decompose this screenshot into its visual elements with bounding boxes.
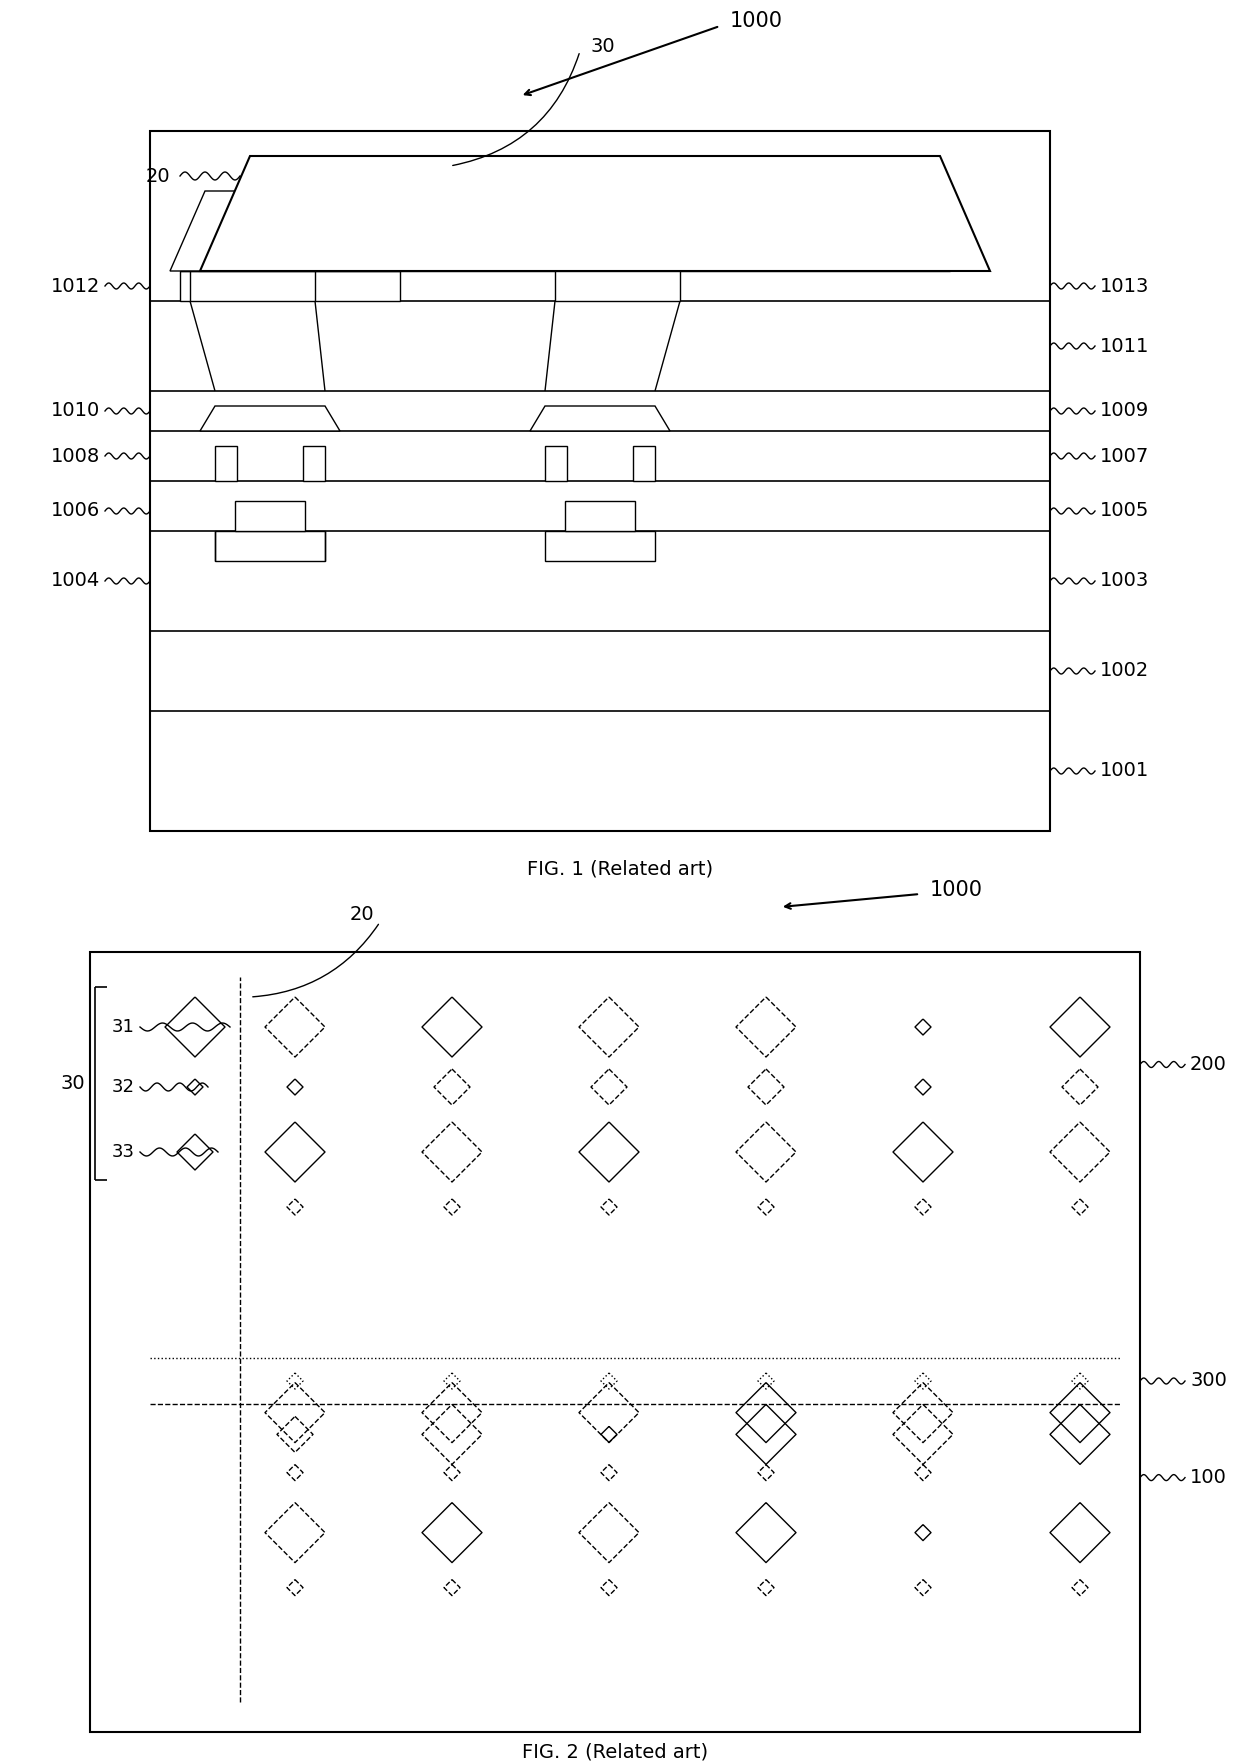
Bar: [546, 530, 655, 560]
Text: 1011: 1011: [1100, 337, 1149, 356]
Bar: [180, 271, 401, 301]
Text: 20: 20: [145, 166, 170, 185]
Bar: [546, 446, 567, 481]
Text: 30: 30: [61, 1075, 86, 1092]
Text: 1013: 1013: [1100, 277, 1149, 296]
Bar: [632, 446, 655, 481]
Text: 1009: 1009: [1100, 402, 1149, 421]
Text: 33: 33: [112, 1144, 135, 1161]
Text: FIG. 1 (Related art): FIG. 1 (Related art): [527, 860, 713, 879]
Text: 1006: 1006: [51, 502, 100, 520]
Text: 1008: 1008: [51, 446, 100, 465]
Text: 1003: 1003: [1100, 571, 1149, 590]
Bar: [215, 446, 237, 481]
Polygon shape: [200, 405, 340, 432]
Text: 20: 20: [350, 904, 374, 923]
Text: 300: 300: [1190, 1371, 1226, 1390]
Polygon shape: [170, 190, 280, 271]
Text: 1012: 1012: [51, 277, 100, 296]
Bar: [556, 271, 680, 301]
Text: FIG. 2 (Related art): FIG. 2 (Related art): [522, 1743, 708, 1762]
Text: 200: 200: [1190, 1055, 1226, 1075]
Bar: [150, 976, 1120, 1702]
Text: 1000: 1000: [730, 11, 782, 32]
Text: 1002: 1002: [1100, 661, 1149, 680]
Bar: [565, 500, 635, 530]
Polygon shape: [200, 157, 990, 271]
Text: 1005: 1005: [1100, 502, 1149, 520]
Text: 30: 30: [590, 37, 615, 55]
Bar: [236, 500, 305, 530]
Text: 1000: 1000: [930, 879, 983, 900]
Text: 100: 100: [1190, 1468, 1226, 1487]
Text: 32: 32: [112, 1078, 135, 1096]
Text: 1007: 1007: [1100, 446, 1149, 465]
Text: 1010: 1010: [51, 402, 100, 421]
Text: 1001: 1001: [1100, 761, 1149, 781]
Bar: [215, 530, 325, 560]
Text: 31: 31: [112, 1018, 135, 1036]
Bar: [91, 951, 1140, 1732]
Bar: [303, 446, 325, 481]
Text: 1004: 1004: [51, 571, 100, 590]
Polygon shape: [529, 405, 670, 432]
Bar: [150, 130, 1050, 832]
